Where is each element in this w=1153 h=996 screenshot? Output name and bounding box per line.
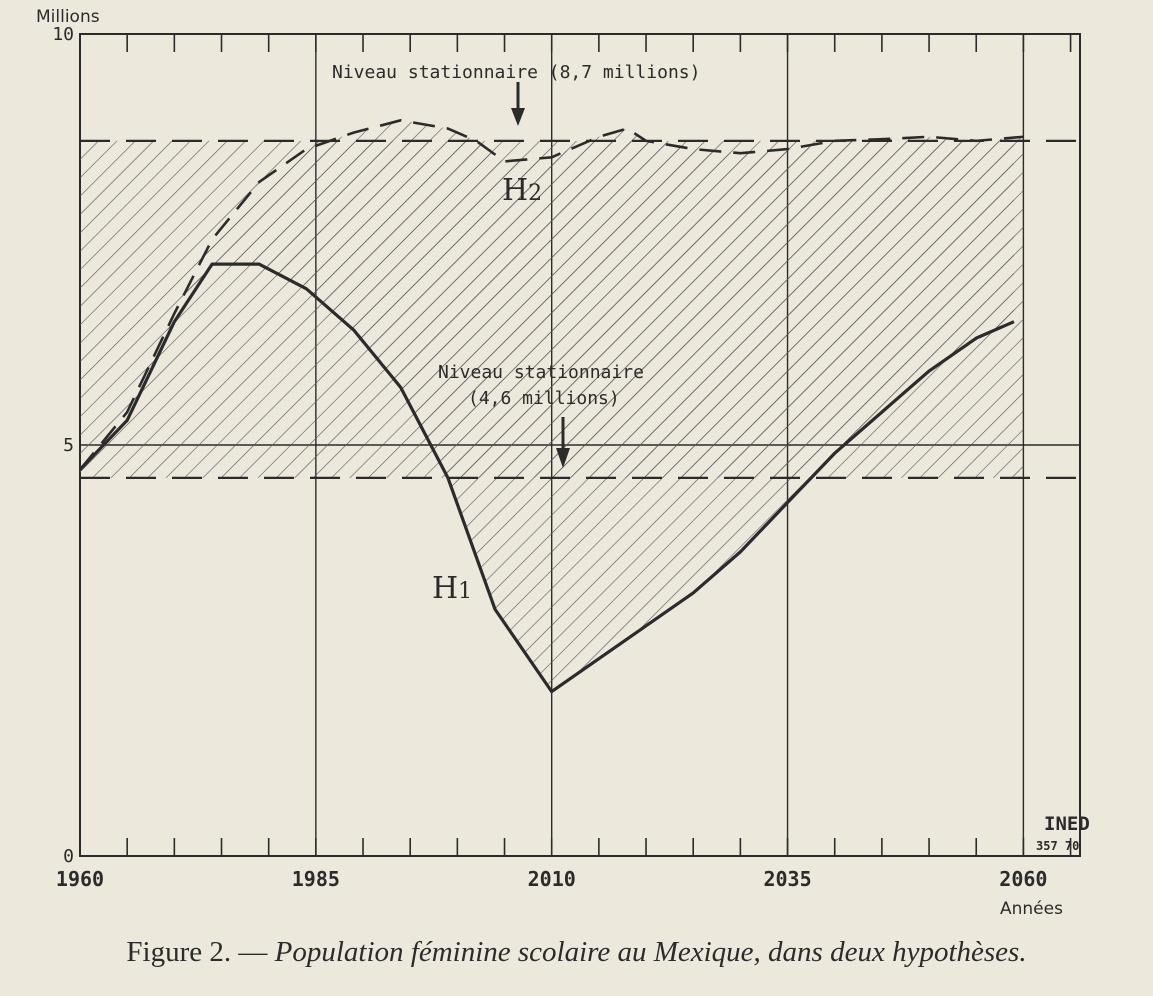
reference-label-h2: Niveau stationnaire (8,7 millions) (332, 62, 700, 83)
y-tick-label: 0 (63, 846, 74, 867)
x-tick-labels: 1960 1985 2010 2035 2060 (56, 867, 1048, 891)
arrow-down-icon (556, 417, 570, 468)
x-axis-label: Années (1000, 899, 1063, 919)
reference-lines (80, 139, 1080, 479)
curve-label-h2: H2 (502, 173, 542, 208)
x-tick-label: 2010 (528, 867, 576, 891)
figure-caption: Figure 2. — Population féminine scolaire… (0, 936, 1153, 969)
reference-label-h1-line2: (4,6 millions) (468, 388, 620, 409)
y-tick-label: 10 (52, 24, 74, 45)
arrow-down-icon (511, 82, 525, 126)
reference-label-h1-line1: Niveau stationnaire (438, 362, 644, 383)
x-tick-label: 2060 (999, 867, 1047, 891)
y-tick-label: 5 (63, 435, 74, 456)
x-tick-label: 2035 (763, 867, 811, 891)
curve-label-h1-sub: 1 (458, 579, 472, 604)
caption-text: Population féminine scolaire au Mexique,… (274, 936, 1027, 968)
stamp-logo: INED (1044, 813, 1090, 835)
stamp-number: 357 70 (1036, 839, 1079, 853)
y-axis-label: Millions (36, 7, 100, 27)
series-lines (78, 119, 1024, 694)
x-tick-label: 1960 (56, 867, 104, 891)
tick-marks (126, 34, 1072, 856)
series-line-h2 (78, 119, 1024, 471)
hatched-areas (80, 120, 1024, 692)
ined-stamp: INED 357 70 (1036, 813, 1090, 853)
y-tick-labels: 0 5 10 (52, 24, 74, 867)
curve-label-h1-main: H (432, 571, 458, 606)
series-line-h1 (78, 262, 1015, 694)
caption-lead: Figure 2. — (126, 936, 275, 968)
curve-label-h2-main: H (502, 173, 528, 208)
hatched-area-h2 (80, 120, 1024, 478)
curve-label-h2-sub: 2 (528, 181, 542, 206)
curve-label-h1: H1 (432, 571, 472, 606)
x-tick-label: 1985 (292, 867, 340, 891)
